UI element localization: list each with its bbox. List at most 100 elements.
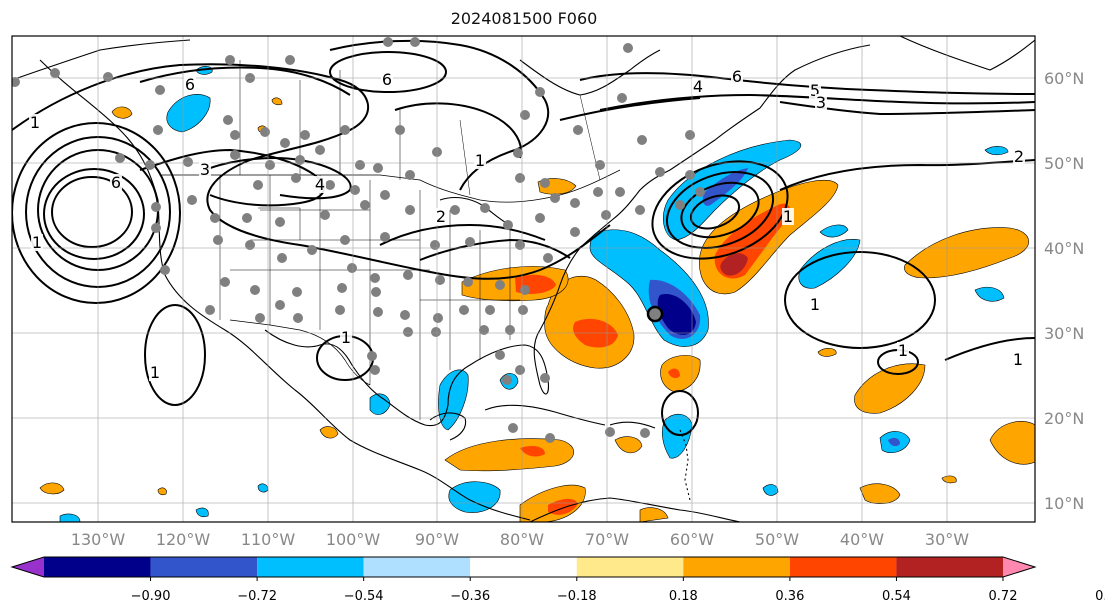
contour-label: 5: [810, 81, 820, 100]
contour-pacific-low-3: [12, 122, 181, 304]
colorbar-segment: [683, 557, 790, 577]
colorbar-tick-label: −0.18: [557, 589, 597, 604]
contour-us-1: [379, 223, 546, 246]
contour-label: 1: [150, 363, 160, 382]
colorbar-segment: [150, 557, 258, 577]
shade-positive-caribbean-c: [614, 436, 643, 454]
contour-label-background: [1012, 351, 1024, 368]
contour-nw-atlantic-low-1: [651, 160, 789, 260]
shade-positive-central-atlantic-c: [817, 348, 837, 357]
shade-positive-mexico-pacific: [319, 426, 339, 439]
contour-nw-atlantic-low-2: [665, 171, 775, 249]
contour-pacific-low-5: [51, 176, 133, 248]
colorbar-tick-label: 0.18: [669, 589, 698, 604]
contour-label-background: [381, 71, 393, 88]
contour-nw-atlantic-low-3: [680, 181, 760, 239]
contour-atlantic-2: [779, 159, 1035, 191]
contour-nw-atlantic-low-4: [689, 194, 741, 230]
shade-positive-central-america-b: [639, 507, 669, 522]
shade-negative-gulf-a: [438, 369, 469, 431]
colorbar-segment: [576, 557, 684, 577]
shade-positive-east-atlantic-c: [941, 475, 957, 484]
contour-us-2: [419, 238, 571, 261]
border-us-canada: [160, 169, 621, 203]
contour-northern-2: [139, 148, 325, 207]
contour-label: 1: [341, 328, 351, 347]
contour-label-background: [474, 152, 486, 169]
contour-lines: [12, 39, 1035, 436]
longitude-label: 80°W: [500, 530, 544, 549]
contour-mexico-pacific: [144, 304, 206, 406]
contour-label: 2: [1014, 147, 1024, 166]
anomaly-shading: [39, 66, 1035, 522]
shade-negative-central-atlantic-c: [974, 286, 1005, 302]
contour-label: 6: [732, 67, 742, 86]
contour-label-background: [199, 161, 211, 178]
contour-label: 3: [200, 160, 210, 179]
contour-label: 6: [111, 173, 121, 192]
coast-lesser-antilles: [679, 429, 691, 501]
shade-negative-offshore-core: [657, 294, 696, 335]
contour-atlantic-mid: [784, 251, 936, 349]
contour-label-background: [1013, 148, 1025, 165]
contour-label: 4: [315, 175, 325, 194]
contour-northern-3: [204, 157, 352, 200]
contour-label-background: [731, 68, 743, 85]
map-frame: [11, 35, 1036, 523]
shade-negative-east-pacific-a: [59, 513, 81, 522]
longitude-label: 50°W: [755, 530, 799, 549]
border-canada-provinces: [239, 60, 601, 196]
coast-east-us: [533, 107, 761, 386]
colorbar-segment: [257, 557, 364, 577]
colorbar-tick-label: 0.54: [882, 589, 911, 604]
contour-label: 1: [810, 295, 820, 314]
colorbar-segments: [10, 556, 1037, 578]
colorbar-extend-high: [1003, 557, 1035, 577]
longitude-label: 60°W: [670, 530, 714, 549]
shade-negative-east-atlantic-c: [762, 484, 779, 496]
colorbar-tick-label: 0.72: [989, 589, 1018, 604]
coast-cuba: [484, 404, 606, 426]
shade-positive-caribbean-a: [660, 355, 701, 393]
shade-positive-east-atlantic-b: [859, 483, 901, 504]
longitude-labels: 130°W 120°W 110°W 100°W 90°W 80°W 70°W 60°W 50°W…: [71, 530, 969, 549]
map-title: 2024081500 F060: [450, 9, 598, 28]
longitude-label: 130°W: [71, 530, 126, 549]
contour-label-background: [314, 176, 326, 193]
shade-negative-arctic: [984, 146, 1009, 156]
contour-label-background: [815, 94, 827, 111]
latitude-label: 30°N: [1044, 324, 1084, 343]
longitude-label: 30°W: [925, 530, 969, 549]
colorbar-ticks: −0.90 −0.72 −0.54 −0.36 −0.18 0.18 0.36 0.54 0.7…: [131, 577, 1105, 604]
shade-positive-ne-pacific-a: [111, 106, 133, 119]
contour-label: 6: [382, 70, 392, 89]
colorbar-tick-label: 0.90: [1095, 589, 1105, 604]
colorbar-tick-label: 0.36: [775, 589, 804, 604]
coast-greenland: [899, 36, 1035, 71]
contour-atlantic-east: [944, 337, 1035, 361]
colorbar-tick-label: −0.36: [450, 589, 490, 604]
contour-label-background: [435, 208, 447, 225]
colorbar-extend-low: [12, 557, 44, 577]
shade-negative-ne-pacific: [166, 94, 211, 133]
contour-label-background: [31, 234, 43, 251]
longitude-label: 90°W: [415, 530, 459, 549]
latitude-label: 60°N: [1044, 69, 1084, 88]
shade-negative-east-pacific-b: [195, 507, 209, 518]
longitude-label: 100°W: [326, 530, 381, 549]
border-states: [219, 175, 520, 420]
contour-label-background: [149, 364, 161, 381]
contour-label-background: [897, 342, 909, 359]
contour-label: 1: [1013, 350, 1023, 369]
shade-positive-caribbean-b-core: [520, 446, 545, 457]
shade-positive-caribbean-b: [444, 438, 574, 472]
coast-hispaniola: [609, 421, 656, 429]
contour-label-background: [782, 208, 794, 225]
contour-label-background: [340, 329, 352, 346]
contour-pacific-low-4: [43, 168, 145, 260]
latitude-label: 40°N: [1044, 239, 1084, 258]
contour-label: 1: [475, 151, 485, 170]
coast-gulf-of-mexico: [264, 329, 549, 427]
